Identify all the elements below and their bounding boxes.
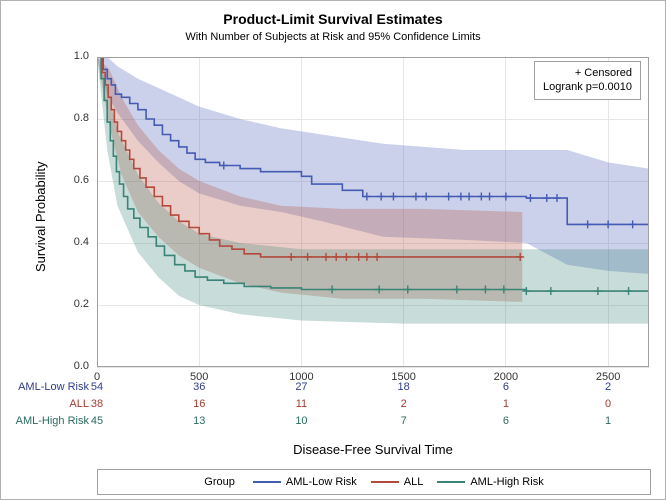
risk-value: 7 [401, 415, 407, 427]
risk-value: 16 [193, 398, 205, 410]
chart-stage: Product-Limit Survival Estimates With Nu… [0, 0, 666, 500]
risk-value: 6 [503, 381, 509, 393]
risk-value: 6 [503, 415, 509, 427]
legend-swatch [437, 481, 465, 483]
y-tick-label: 0.6 [74, 174, 89, 186]
logrank-p: Logrank p=0.0010 [543, 80, 632, 94]
y-tick-label: 0.4 [74, 236, 89, 248]
censored-legend: + Censored [543, 66, 632, 80]
risk-value: 18 [398, 381, 410, 393]
legend-swatch [371, 481, 399, 483]
x-axis-label: Disease-Free Survival Time [283, 442, 463, 457]
risk-row-label: AML-Low Risk [18, 381, 89, 393]
info-box: + Censored Logrank p=0.0010 [534, 61, 641, 100]
y-tick-label: 1.0 [74, 50, 89, 62]
y-tick-label: 0.0 [74, 360, 89, 372]
legend-label: AML-Low Risk [286, 476, 357, 488]
y-tick-label: 0.8 [74, 112, 89, 124]
risk-value: 45 [91, 415, 103, 427]
risk-row-label: ALL [69, 398, 89, 410]
risk-value: 2 [605, 381, 611, 393]
risk-value: 38 [91, 398, 103, 410]
risk-value: 54 [91, 381, 103, 393]
risk-value: 27 [295, 381, 307, 393]
risk-value: 2 [401, 398, 407, 410]
risk-value: 0 [605, 398, 611, 410]
y-tick-label: 0.2 [74, 298, 89, 310]
risk-value: 13 [193, 415, 205, 427]
legend-item: AML-High Risk [437, 476, 543, 488]
legend-label: ALL [404, 476, 424, 488]
legend-item: AML-Low Risk [253, 476, 357, 488]
risk-value: 11 [296, 398, 307, 410]
y-axis-label: Survival Probability [33, 161, 48, 272]
legend-label: AML-High Risk [470, 476, 543, 488]
risk-value: 1 [503, 398, 509, 410]
legend-swatch [253, 481, 281, 483]
legend-title: Group [204, 476, 235, 488]
risk-row-label: AML-High Risk [16, 415, 89, 427]
risk-value: 36 [193, 381, 205, 393]
risk-value: 1 [605, 415, 611, 427]
risk-value: 10 [295, 415, 307, 427]
group-legend: Group AML-Low Risk ALL AML-High Risk [97, 469, 651, 495]
legend-item: ALL [371, 476, 424, 488]
